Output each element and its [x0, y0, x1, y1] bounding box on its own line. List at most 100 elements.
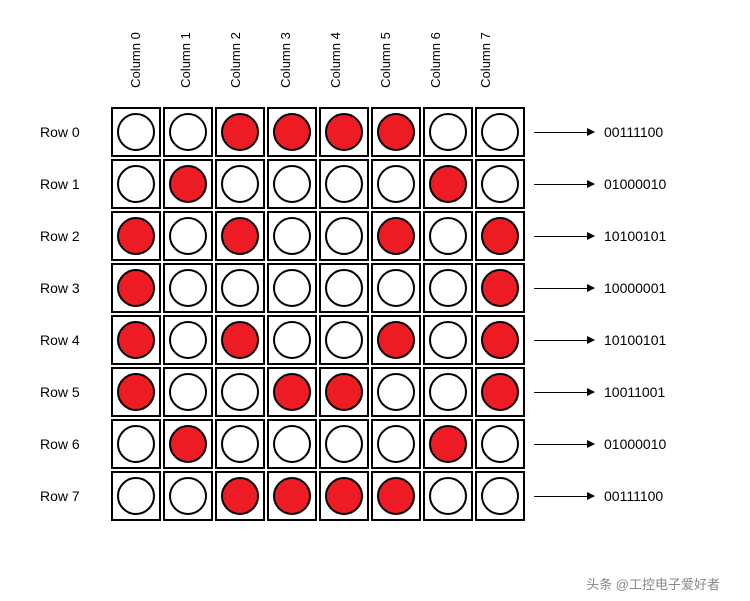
led-circle [325, 165, 363, 203]
row-label-2: Row 2 [40, 228, 110, 244]
arrow-group: 10100101 [534, 332, 666, 348]
cell-5-6 [423, 367, 473, 417]
binary-value-0: 00111100 [604, 124, 663, 140]
led-circle [273, 373, 311, 411]
cell-4-4 [319, 315, 369, 365]
cell-3-5 [371, 263, 421, 313]
binary-value-1: 01000010 [604, 176, 666, 192]
led-circle [377, 477, 415, 515]
arrow-group: 00111100 [534, 124, 663, 140]
cell-3-0 [111, 263, 161, 313]
cell-0-5 [371, 107, 421, 157]
led-circle [325, 321, 363, 359]
led-circle [429, 373, 467, 411]
cell-1-2 [215, 159, 265, 209]
cell-1-7 [475, 159, 525, 209]
binary-value-4: 10100101 [604, 332, 666, 348]
led-circle [377, 217, 415, 255]
cell-4-2 [215, 315, 265, 365]
row-label-7: Row 7 [40, 488, 110, 504]
row-cells [110, 366, 526, 418]
cell-1-6 [423, 159, 473, 209]
led-circle [429, 477, 467, 515]
cell-0-1 [163, 107, 213, 157]
arrow-icon [534, 184, 594, 185]
cell-6-3 [267, 419, 317, 469]
grid-row: Row 000111100 [40, 106, 666, 158]
led-circle [273, 165, 311, 203]
led-circle [117, 321, 155, 359]
grid-row: Row 1 01000010 [40, 158, 666, 210]
led-circle [169, 321, 207, 359]
led-circle [273, 477, 311, 515]
cell-3-4 [319, 263, 369, 313]
arrow-icon [534, 236, 594, 237]
cell-5-0 [111, 367, 161, 417]
led-circle [429, 425, 467, 463]
led-circle [481, 269, 519, 307]
arrow-icon [534, 444, 594, 445]
cell-5-4 [319, 367, 369, 417]
led-circle [117, 373, 155, 411]
cell-3-6 [423, 263, 473, 313]
led-circle [481, 373, 519, 411]
led-circle [273, 269, 311, 307]
cell-6-2 [215, 419, 265, 469]
led-circle [117, 113, 155, 151]
led-circle [221, 373, 259, 411]
led-circle [169, 477, 207, 515]
led-circle [429, 113, 467, 151]
binary-value-6: 01000010 [604, 436, 666, 452]
cell-4-0 [111, 315, 161, 365]
led-circle [169, 217, 207, 255]
led-circle [325, 477, 363, 515]
led-circle [221, 269, 259, 307]
row-cells [110, 158, 526, 210]
led-matrix-diagram: Column 0Column 1Column 2Column 3Column 4… [40, 20, 730, 522]
led-circle [429, 321, 467, 359]
row-label-6: Row 6 [40, 436, 110, 452]
led-circle [169, 425, 207, 463]
led-circle [325, 269, 363, 307]
cell-5-3 [267, 367, 317, 417]
cell-6-5 [371, 419, 421, 469]
led-circle [117, 477, 155, 515]
arrow-icon [534, 392, 594, 393]
cell-6-4 [319, 419, 369, 469]
row-cells [110, 210, 526, 262]
led-circle [117, 425, 155, 463]
led-circle [429, 269, 467, 307]
led-circle [377, 113, 415, 151]
cell-7-1 [163, 471, 213, 521]
arrow-group: 00111100 [534, 488, 663, 504]
led-circle [377, 425, 415, 463]
led-circle [325, 425, 363, 463]
cell-0-7 [475, 107, 525, 157]
cell-0-2 [215, 107, 265, 157]
led-circle [377, 165, 415, 203]
row-label-1: Row 1 [40, 176, 110, 192]
led-circle [273, 113, 311, 151]
binary-value-7: 00111100 [604, 488, 663, 504]
arrow-icon [534, 132, 594, 133]
arrow-group: 10100101 [534, 228, 666, 244]
led-circle [481, 165, 519, 203]
grid-row: Row 2 10100101 [40, 210, 666, 262]
cell-2-5 [371, 211, 421, 261]
arrow-group: 01000010 [534, 436, 666, 452]
cell-5-7 [475, 367, 525, 417]
row-cells [110, 314, 526, 366]
led-circle [221, 477, 259, 515]
row-cells [110, 470, 526, 522]
cell-1-4 [319, 159, 369, 209]
grid-rows: Row 000111100Row 101000010Row 210100101R… [40, 106, 666, 522]
cell-7-4 [319, 471, 369, 521]
cell-7-6 [423, 471, 473, 521]
led-circle [481, 217, 519, 255]
cell-4-7 [475, 315, 525, 365]
led-circle [429, 217, 467, 255]
cell-7-3 [267, 471, 317, 521]
led-circle [221, 113, 259, 151]
led-circle [117, 165, 155, 203]
watermark: 头条 @工控电子爱好者 [586, 574, 720, 593]
